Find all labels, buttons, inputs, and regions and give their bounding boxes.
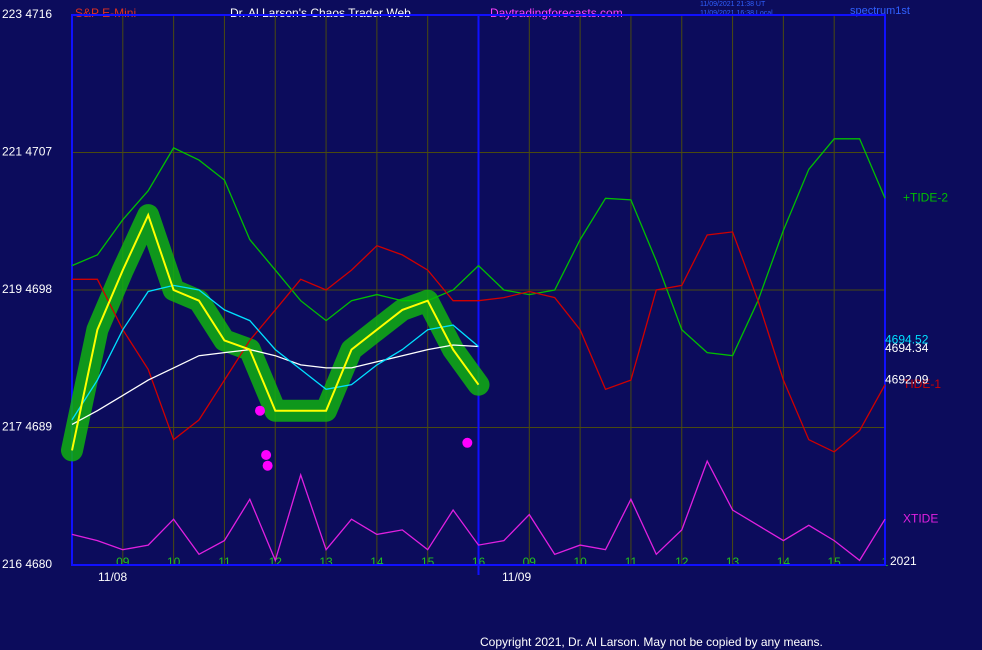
year-label: 2021 — [890, 554, 917, 568]
footer: Copyright 2021, Dr. Al Larson. May not b… — [480, 635, 823, 649]
series-line — [71, 459, 886, 563]
marker — [261, 450, 272, 460]
symbol: S&P E-Mini — [75, 6, 136, 20]
series-label: +TIDE-2 — [903, 191, 948, 205]
date-label: 11/08 — [98, 570, 127, 584]
series-line — [71, 284, 479, 421]
series-line — [72, 231, 886, 453]
site: Daytradingforecasts.com — [490, 6, 623, 20]
series-label: XTIDE — [903, 511, 938, 525]
series-line — [71, 344, 479, 425]
end-value-label: 4694.34 — [885, 341, 929, 355]
timestamp: 11/09/2021 16:38 Local — [700, 10, 773, 17]
marker — [262, 460, 273, 471]
timestamp: 11/09/2021 21:38 UT — [700, 1, 766, 8]
y-tick-label: 223 4716 — [2, 7, 52, 21]
end-value-label: 4692.09 — [885, 372, 929, 386]
y-tick-label: 221 4707 — [2, 145, 52, 159]
series-line — [71, 212, 480, 451]
y-tick-label: 219 4698 — [2, 282, 52, 296]
marker — [255, 405, 266, 416]
series-line — [71, 138, 886, 357]
date-label: 11/09 — [502, 570, 531, 584]
marker — [462, 437, 473, 448]
series-label: TIDE-1 — [903, 377, 941, 391]
chart-title: Dr. Al Larson's Chaos Trader Web — [230, 6, 411, 20]
y-tick-label: 216 4680 — [2, 557, 52, 571]
corner-label: spectrum1st — [850, 5, 910, 17]
y-tick-label: 217 4689 — [2, 420, 52, 434]
end-value-label: 4694.52 — [885, 332, 929, 346]
